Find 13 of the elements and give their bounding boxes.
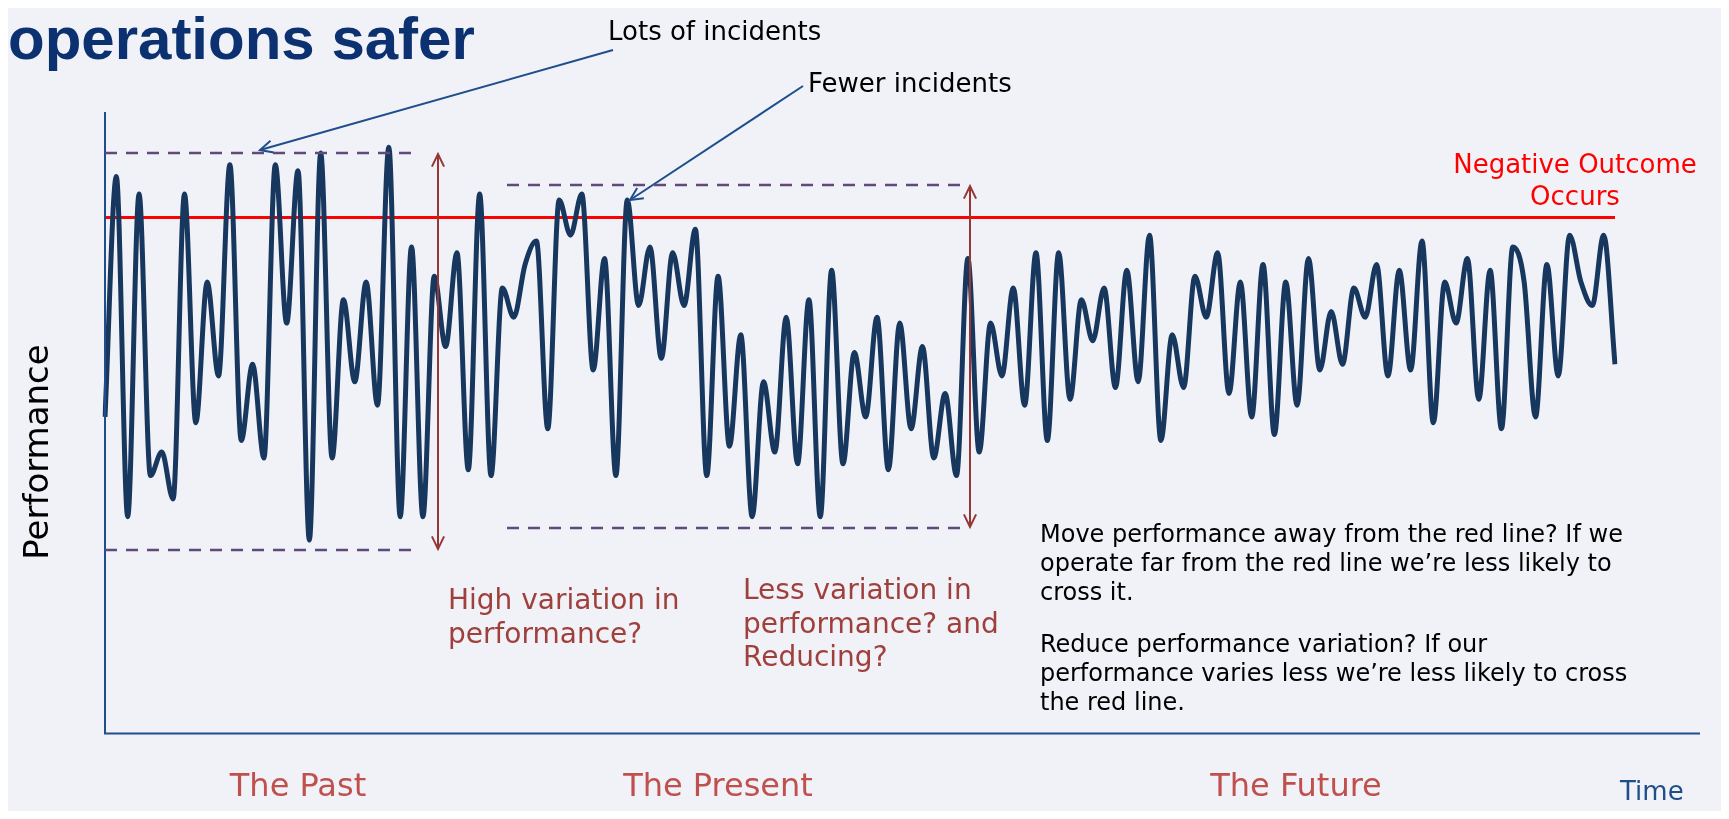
text: The Present xyxy=(622,766,814,805)
annotation: Reduce performance variation? If our performance varies less we’re less likely to cross the red line. xyxy=(1040,630,1629,717)
text: The Past xyxy=(228,766,368,805)
text: Lots of incidents xyxy=(608,16,823,48)
y-axis-title: Performance xyxy=(16,344,56,560)
text: The Future xyxy=(1209,766,1383,805)
chart-title: operations safer xyxy=(8,4,475,73)
annotation: High variation in performance? xyxy=(448,583,681,651)
x-axis-title: Time xyxy=(1620,776,1684,806)
ref-line-label: Negative Outcome Occurs xyxy=(1453,149,1697,212)
annotation: Less variation in performance? and Reducing? xyxy=(743,573,1000,674)
annotation: Move performance away from the red line? If we operate far from the red line we’re less likely to cross it. xyxy=(1040,520,1624,607)
text: Fewer incidents xyxy=(808,68,1013,100)
